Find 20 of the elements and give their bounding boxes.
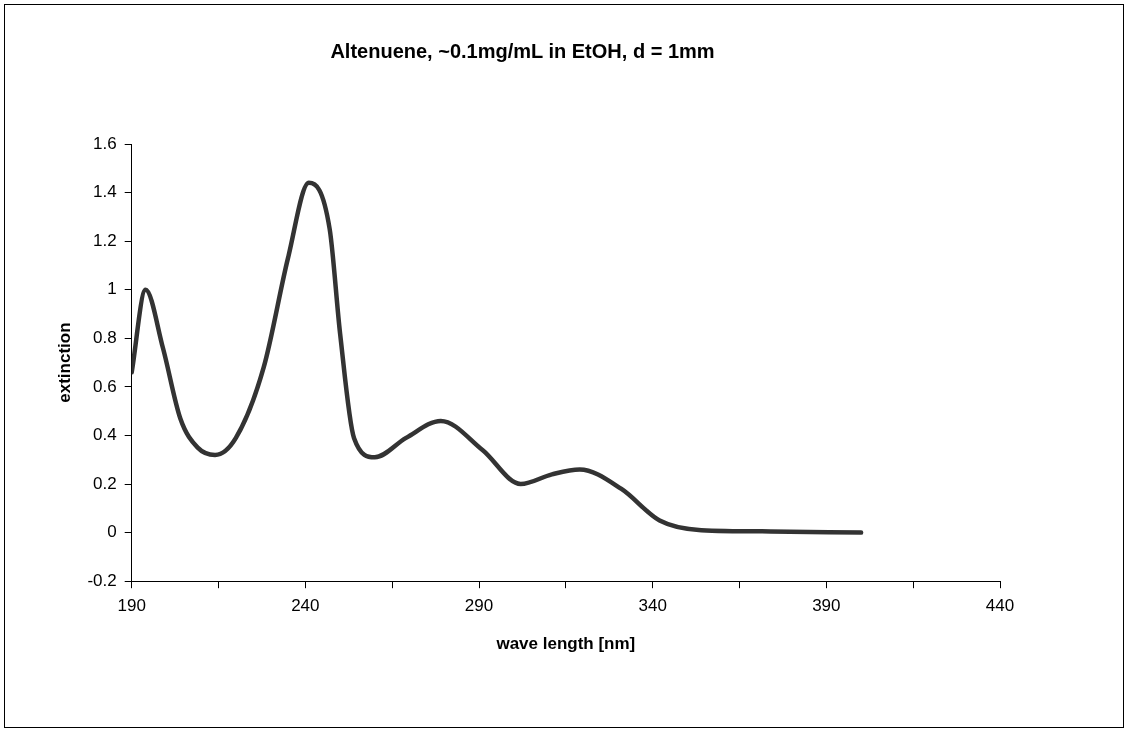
x-tick-label: 340 bbox=[638, 596, 667, 616]
y-tick-label: 0 bbox=[107, 522, 117, 542]
x-axis-title: wave length [nm] bbox=[495, 634, 636, 654]
chart-title: Altenuene, ~0.1mg/mL in EtOH, d = 1mm bbox=[330, 39, 715, 62]
y-tick-label: 1 bbox=[107, 279, 117, 299]
y-tick-label: 1.4 bbox=[93, 182, 117, 202]
x-tick-label: 190 bbox=[117, 596, 146, 616]
line-series bbox=[131, 180, 864, 535]
x-tick-label: 390 bbox=[812, 596, 841, 616]
x-tick-label: 440 bbox=[985, 596, 1015, 616]
x-tick-label: 240 bbox=[291, 596, 320, 616]
y-tick-label: 0.8 bbox=[93, 328, 117, 347]
y-tick-label: 1.2 bbox=[93, 230, 117, 250]
y-tick-label: 1.6 bbox=[93, 133, 117, 153]
y-axis-title: extinction bbox=[54, 322, 74, 403]
y-tick-label: 0.4 bbox=[93, 425, 117, 445]
y-tick-label: 0.6 bbox=[93, 376, 117, 396]
x-tick-label: 290 bbox=[464, 596, 494, 616]
y-tick-label: -0.2 bbox=[87, 570, 117, 590]
y-tick-label: 0.2 bbox=[93, 473, 117, 493]
